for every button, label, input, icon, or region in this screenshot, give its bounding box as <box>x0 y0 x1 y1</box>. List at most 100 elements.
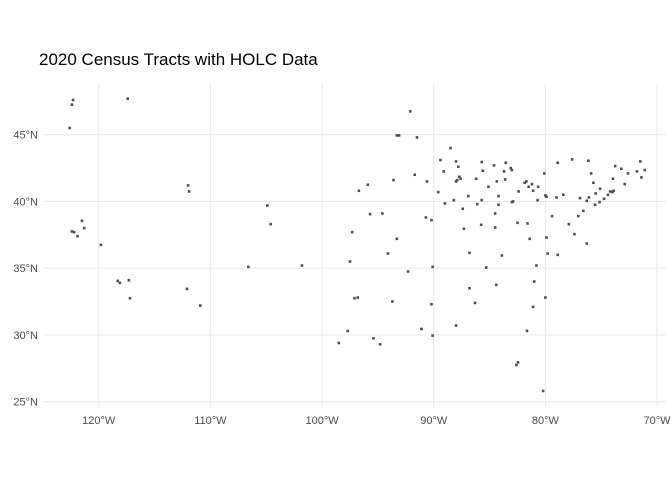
census-tract <box>612 189 615 193</box>
census-tract <box>468 251 471 255</box>
census-tract <box>536 185 540 189</box>
census-tract <box>503 178 507 181</box>
census-tract <box>561 193 565 197</box>
census-tract <box>454 180 458 183</box>
census-tract <box>386 252 390 255</box>
census-tract <box>608 190 612 193</box>
census-tract <box>500 254 504 257</box>
census-tract <box>531 189 535 193</box>
census-tract <box>480 160 484 164</box>
census-tract <box>530 182 534 186</box>
census-tract <box>356 296 360 299</box>
census-tract <box>449 146 452 150</box>
census-tracts <box>68 97 647 393</box>
census-tract <box>455 178 459 182</box>
census-tract <box>626 172 630 175</box>
census-tract <box>70 103 74 106</box>
census-tract <box>585 242 589 245</box>
census-tract <box>456 165 460 169</box>
census-tract <box>348 260 352 263</box>
census-tract <box>406 270 410 273</box>
census-tract <box>541 389 545 393</box>
census-tract <box>567 222 571 226</box>
x-tick-label: 70°W <box>644 415 672 427</box>
census-tract <box>525 329 529 333</box>
census-tract <box>462 227 466 231</box>
census-tract <box>497 203 500 207</box>
census-tract <box>620 167 623 171</box>
census-tract <box>542 172 546 175</box>
x-tick-label: 120°W <box>82 415 116 427</box>
grid-lines <box>44 84 666 407</box>
census-tract <box>372 336 375 340</box>
census-tract <box>381 212 384 215</box>
census-tract <box>516 221 519 225</box>
census-tract <box>475 202 479 206</box>
census-tract <box>504 161 508 165</box>
census-tract <box>582 209 585 213</box>
census-tract <box>613 164 617 168</box>
census-tract <box>623 182 626 186</box>
census-tract <box>594 192 597 195</box>
census-tract <box>487 185 490 189</box>
census-tract <box>71 98 75 102</box>
census-tract <box>431 265 434 269</box>
census-tract <box>585 199 589 203</box>
census-tract <box>368 212 372 216</box>
census-tract <box>536 198 539 202</box>
y-tick-label: 25°N <box>13 397 38 409</box>
census-tract <box>266 204 269 207</box>
x-tick-label: 90°W <box>420 415 448 427</box>
x-axis: 120°W 110°W 100°W 90°W 80°W 70°W <box>82 415 671 427</box>
census-tract <box>415 136 419 139</box>
census-tract <box>598 200 601 204</box>
census-tract <box>544 194 547 197</box>
census-tract <box>528 237 532 241</box>
y-tick-label: 40°N <box>13 196 38 208</box>
census-tract <box>126 97 130 100</box>
census-tract <box>592 181 595 185</box>
census-tract <box>589 172 593 175</box>
census-tract <box>128 296 132 300</box>
census-tract <box>545 195 548 199</box>
map-title: 2020 Census Tracts with HOLC Data <box>39 50 318 69</box>
census-tract <box>502 170 506 173</box>
census-tract <box>185 287 189 291</box>
census-tract <box>480 198 484 202</box>
census-tract <box>484 266 488 269</box>
census-tract <box>494 283 498 287</box>
census-tract <box>346 329 350 333</box>
census-tract <box>602 197 606 201</box>
census-tract <box>430 218 433 222</box>
census-tract <box>527 185 530 189</box>
census-tract <box>186 184 190 187</box>
census-tract <box>611 177 615 181</box>
y-tick-label: 45°N <box>13 130 38 142</box>
census-tract <box>497 194 500 198</box>
census-tract <box>532 280 536 283</box>
census-tract <box>511 200 515 203</box>
census-tract <box>587 196 591 199</box>
census-tract <box>420 327 423 331</box>
census-tract <box>468 286 471 290</box>
census-tract <box>587 159 590 163</box>
census-tract <box>556 253 559 257</box>
census-tract <box>510 168 514 172</box>
census-tract <box>337 341 341 345</box>
census-tract <box>350 230 354 234</box>
census-tract <box>578 196 582 200</box>
census-tract <box>544 296 547 299</box>
census-tract <box>357 189 361 193</box>
census-tract <box>436 190 440 194</box>
census-tract <box>118 281 122 285</box>
census-tract <box>391 300 394 303</box>
census-tract <box>509 166 513 170</box>
census-tract <box>413 173 417 177</box>
census-tract <box>545 236 548 239</box>
census-tract <box>515 363 518 367</box>
census-tract <box>531 305 535 309</box>
census-tract <box>127 278 131 282</box>
census-tract <box>424 216 428 219</box>
census-tract <box>492 164 496 167</box>
